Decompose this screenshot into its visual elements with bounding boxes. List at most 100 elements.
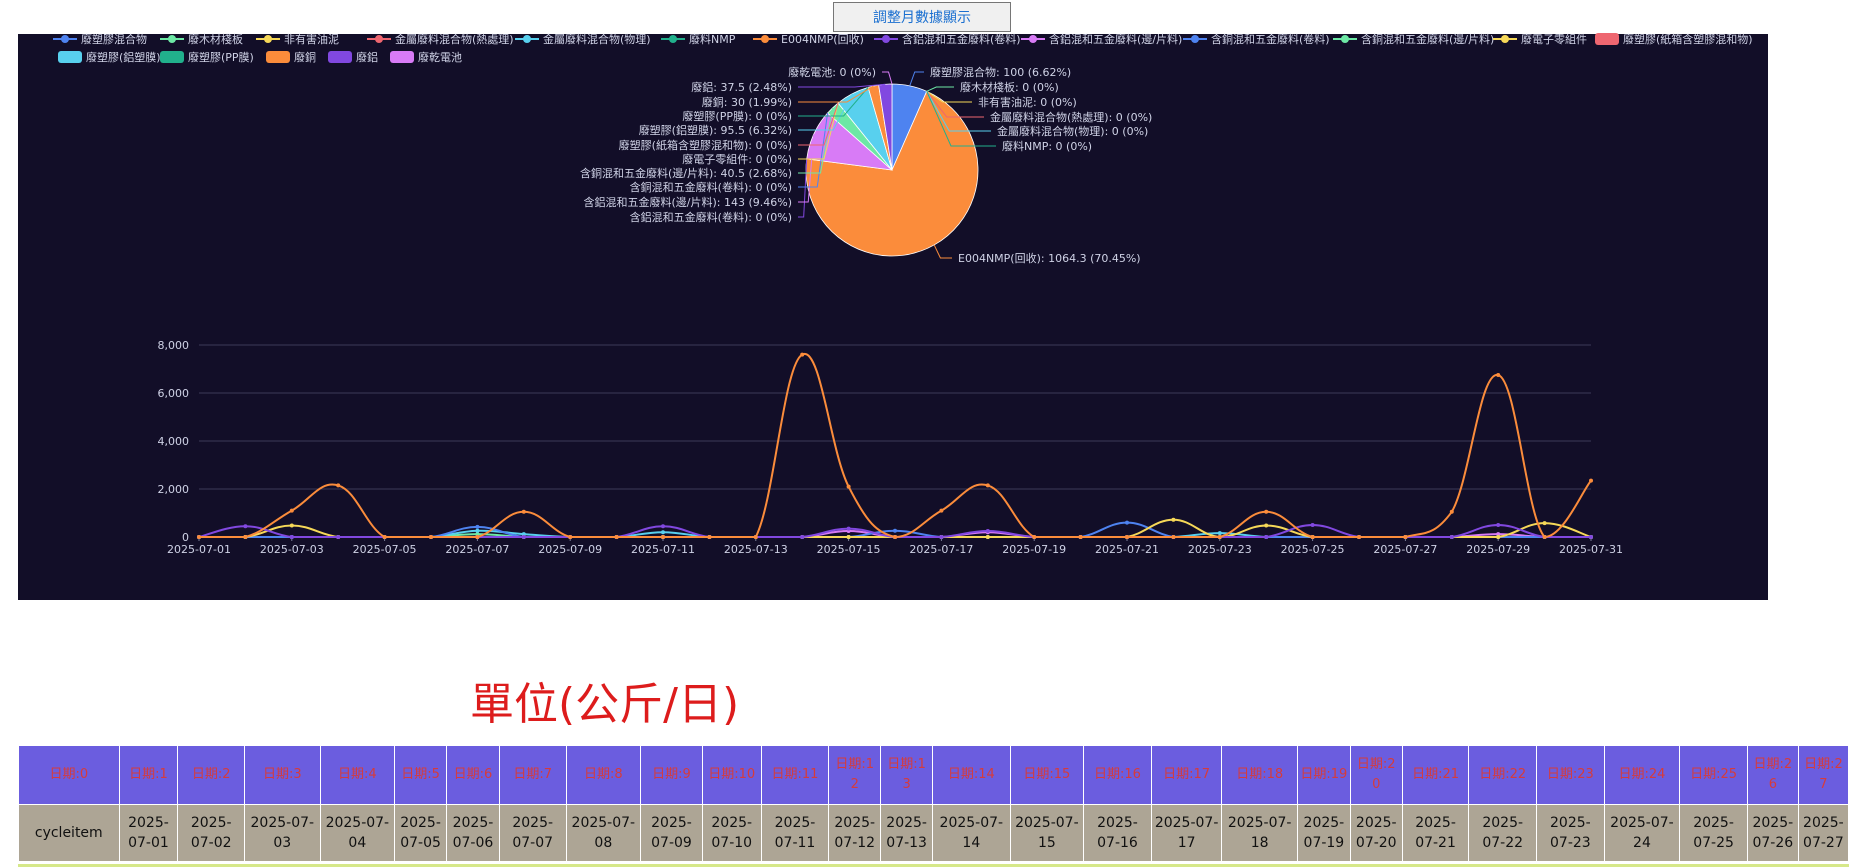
data-point[interactable] <box>243 535 248 539</box>
legend-item[interactable]: 非有害油泥 <box>256 31 339 47</box>
data-point[interactable] <box>1589 478 1593 483</box>
legend-line-icon <box>256 34 280 44</box>
legend-item[interactable]: 廢塑膠(紙箱含塑膠混和物) <box>1595 31 1753 47</box>
x-tick-label: 2025-07-11 <box>631 543 695 556</box>
data-point[interactable] <box>893 535 897 539</box>
legend-label: 含銅混和五金廢料(邊/片料) <box>1361 33 1495 46</box>
table-cell: 2025-07-18 <box>1221 804 1298 862</box>
data-point[interactable] <box>1589 535 1593 539</box>
data-point[interactable] <box>985 529 990 533</box>
series-line[interactable] <box>199 518 1592 539</box>
data-point[interactable] <box>1449 535 1454 539</box>
pie-slice[interactable] <box>805 90 979 257</box>
x-tick-label: 2025-07-13 <box>724 543 788 556</box>
data-point[interactable] <box>985 483 990 488</box>
data-point[interactable] <box>800 352 805 357</box>
data-point[interactable] <box>661 530 665 535</box>
data-point[interactable] <box>1171 517 1176 522</box>
x-tick-label: 2025-07-09 <box>538 543 602 556</box>
legend-item[interactable]: 廢乾電池 <box>390 49 462 65</box>
data-point[interactable] <box>289 523 294 528</box>
series-line[interactable] <box>199 353 1592 539</box>
table-cell: 2025-07-11 <box>760 804 830 862</box>
data-point[interactable] <box>382 535 387 539</box>
legend-item[interactable]: 含銅混和五金廢料(卷料) <box>1183 31 1330 47</box>
legend-item[interactable]: 廢鋁 <box>328 49 378 65</box>
table-header-cell: 日期:23 <box>1536 745 1605 805</box>
data-point[interactable] <box>1032 535 1037 539</box>
data-point[interactable] <box>1310 523 1315 527</box>
data-point[interactable] <box>985 535 990 539</box>
data-point[interactable] <box>1357 535 1361 539</box>
data-point[interactable] <box>568 535 573 539</box>
data-point[interactable] <box>1542 521 1547 526</box>
data-point[interactable] <box>939 508 944 513</box>
legend-item[interactable]: 含鋁混和五金廢料(邊/片料) <box>1021 31 1182 47</box>
data-point[interactable] <box>289 535 294 539</box>
data-point[interactable] <box>1496 535 1501 539</box>
data-point[interactable] <box>1496 523 1501 527</box>
adjust-month-display-button[interactable]: 調整月數據顯示 <box>833 2 1011 32</box>
data-point[interactable] <box>1264 535 1269 539</box>
data-point[interactable] <box>521 532 526 537</box>
legend-item[interactable]: 廢料NMP <box>661 31 735 47</box>
legend-item[interactable]: E004NMP(回收) <box>753 31 864 47</box>
data-point[interactable] <box>1125 520 1129 525</box>
x-tick-label: 2025-07-19 <box>1002 543 1066 556</box>
data-point[interactable] <box>1496 532 1501 537</box>
data-point[interactable] <box>1078 535 1083 539</box>
data-point[interactable] <box>429 535 433 539</box>
data-point[interactable] <box>475 528 480 533</box>
data-point[interactable] <box>707 535 712 539</box>
data-point[interactable] <box>1264 509 1269 514</box>
data-point[interactable] <box>475 532 480 537</box>
data-point[interactable] <box>475 524 480 529</box>
legend-item[interactable]: 含鋁混和五金廢料(卷料) <box>874 31 1021 47</box>
data-point[interactable] <box>475 535 480 539</box>
data-point[interactable] <box>614 535 619 539</box>
data-point[interactable] <box>1264 523 1269 528</box>
data-point[interactable] <box>1542 535 1547 539</box>
legend-item[interactable]: 廢塑膠(鋁塑膜) <box>58 49 161 65</box>
legend-label: 廢塑膠混合物 <box>81 33 147 46</box>
legend-item[interactable]: 含銅混和五金廢料(邊/片料) <box>1333 31 1494 47</box>
legend-label: 非有害油泥 <box>284 33 339 46</box>
data-point[interactable] <box>243 524 248 529</box>
data-point[interactable] <box>197 535 201 539</box>
x-tick-label: 2025-07-03 <box>260 543 324 556</box>
legend-item[interactable]: 廢塑膠混合物 <box>53 31 147 47</box>
data-point[interactable] <box>1310 535 1315 539</box>
pie-label-line <box>926 91 991 132</box>
data-point[interactable] <box>893 528 897 533</box>
legend-line-icon <box>753 34 777 44</box>
data-point[interactable] <box>336 535 341 539</box>
legend-item[interactable]: 廢電子零組件 <box>1493 31 1587 47</box>
data-point[interactable] <box>753 535 758 539</box>
data-point[interactable] <box>1449 509 1454 514</box>
data-point[interactable] <box>521 535 526 539</box>
data-point[interactable] <box>336 483 341 488</box>
legend-label: 廢電子零組件 <box>1521 33 1587 46</box>
legend-item[interactable]: 廢銅 <box>266 49 316 65</box>
data-point[interactable] <box>1496 373 1501 377</box>
data-point[interactable] <box>846 526 851 531</box>
data-point[interactable] <box>521 509 526 514</box>
legend-item[interactable]: 金屬廢料混合物(物理) <box>515 31 651 47</box>
table-header-cell: 日期:24 <box>1603 745 1681 805</box>
data-point[interactable] <box>289 508 294 513</box>
data-point[interactable] <box>1125 535 1129 539</box>
data-point[interactable] <box>1171 535 1176 539</box>
data-point[interactable] <box>939 535 944 539</box>
data-point[interactable] <box>1217 535 1222 539</box>
legend-item[interactable]: 廢塑膠(PP膜) <box>160 49 254 65</box>
legend-item[interactable]: 金屬廢料混合物(熱處理) <box>367 31 514 47</box>
data-point[interactable] <box>1217 531 1222 536</box>
data-point[interactable] <box>800 535 805 539</box>
legend-item[interactable]: 廢木材棧板 <box>160 31 243 47</box>
data-point[interactable] <box>1403 535 1408 539</box>
data-point[interactable] <box>661 535 665 539</box>
data-point[interactable] <box>846 484 851 489</box>
data-point[interactable] <box>661 524 665 529</box>
y-tick-label: 0 <box>182 531 189 544</box>
data-point[interactable] <box>846 535 851 539</box>
